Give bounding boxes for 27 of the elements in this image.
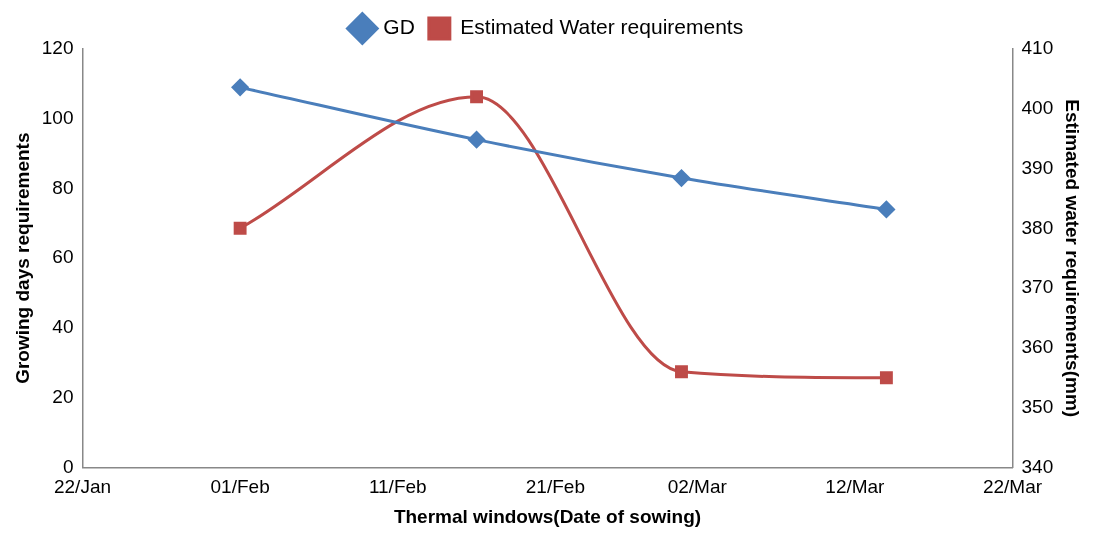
x-tick-label: 11/Feb <box>368 476 427 498</box>
y2-tick-label: 410 <box>1021 37 1054 59</box>
y2-tick-label: 390 <box>1021 156 1054 178</box>
y2-tick-label: 370 <box>1021 276 1054 298</box>
x-axis-title: Thermal windows(Date of sowing) <box>393 505 702 527</box>
y-tick-label: 0 <box>62 455 74 477</box>
y2-axis-title: Estimated water requirements(mm) <box>1062 99 1084 418</box>
y-axis-title: Growing days requirements <box>11 132 33 384</box>
x-tick-label: 21/Feb <box>525 476 585 498</box>
y2-tick-label: 400 <box>1021 97 1054 119</box>
y-tick-label: 20 <box>52 385 74 407</box>
y2-tick-label: 360 <box>1021 336 1054 358</box>
y-tick-label: 60 <box>52 246 74 268</box>
y-tick-label: 40 <box>52 316 74 338</box>
legend-label: GD <box>383 15 415 39</box>
y2-tick-label: 380 <box>1021 216 1054 238</box>
y2-tick-label: 350 <box>1021 395 1054 417</box>
y-tick-label: 100 <box>41 106 74 128</box>
legend-label: Estimated Water requirements <box>460 15 744 39</box>
y-tick-label: 80 <box>52 176 74 198</box>
x-tick-label: 01/Feb <box>210 476 270 498</box>
x-tick-label: 12/Mar <box>825 476 886 498</box>
y2-tick-label: 340 <box>1021 455 1054 477</box>
x-tick-label: 02/Mar <box>667 476 728 498</box>
x-tick-label: 22/Mar <box>982 476 1043 498</box>
x-tick-label: 22/Jan <box>53 476 112 498</box>
y-tick-label: 120 <box>41 37 74 59</box>
